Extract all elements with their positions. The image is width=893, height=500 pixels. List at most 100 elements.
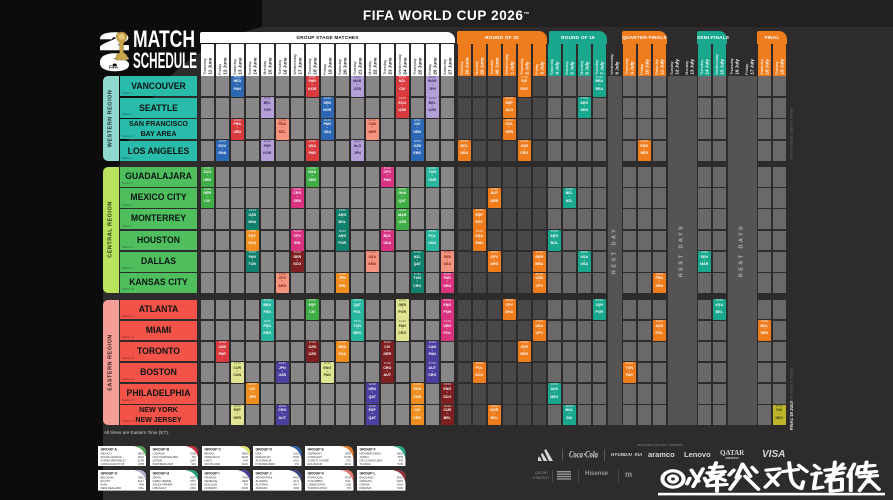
svg-text:GROUP B: GROUP B (152, 447, 169, 451)
svg-text:CABO VERDE: CABO VERDE (152, 479, 171, 483)
svg-text:GHA: GHA (397, 483, 403, 487)
svg-text:IRAN: IRAN (100, 483, 107, 487)
svg-text:PANAMA: PANAMA (360, 486, 372, 490)
svg-text:FIFA: FIFA (109, 65, 118, 70)
svg-text:AUS: AUS (293, 458, 299, 462)
svg-text:GROUP F: GROUP F (360, 447, 377, 451)
svg-text:URU: URU (189, 486, 195, 490)
svg-text:KOR: KOR (137, 458, 143, 462)
svg-text:URUGUAY: URUGUAY (152, 486, 166, 490)
svg-text:PO: PO (399, 458, 404, 462)
svg-text:GROUP K: GROUP K (308, 472, 325, 476)
svg-text:KSA: KSA (190, 483, 196, 487)
svg-text:CRO: CRO (397, 479, 404, 483)
svg-text:CURACAO: CURACAO (308, 455, 323, 459)
svg-text:GROUP A: GROUP A (100, 447, 117, 451)
svg-text:PORTUGAL: PORTUGAL (308, 476, 324, 480)
svg-text:USA: USA (256, 451, 262, 455)
svg-text:SWITZERLAND: SWITZERLAND (152, 462, 173, 466)
svg-text:GROUP J: GROUP J (256, 472, 272, 476)
svg-text:SCHEDULE: SCHEDULE (133, 48, 197, 73)
svg-text:PO: PO (295, 462, 300, 466)
svg-text:DR CONGO/JAM: DR CONGO/JAM (360, 458, 383, 462)
svg-text:ITALY/NIR/WAL/BIH: ITALY/NIR/WAL/BIH (152, 455, 178, 459)
svg-text:COL: COL (345, 479, 351, 483)
svg-text:SOUTH AFRICA: SOUTH AFRICA (100, 455, 121, 459)
svg-text:ECU: ECU (345, 462, 351, 466)
svg-text:PARAGUAY: PARAGUAY (256, 455, 272, 459)
svg-text:EGYPT: EGYPT (100, 479, 110, 483)
svg-text:NORWAY: NORWAY (204, 486, 217, 490)
svg-text:CANADA: CANADA (152, 451, 164, 455)
svg-text:ENG: ENG (397, 476, 404, 480)
svg-text:ENGLAND: ENGLAND (360, 476, 374, 480)
svg-text:ECUADOR: ECUADOR (308, 462, 322, 466)
svg-text:EGY: EGY (138, 479, 144, 483)
svg-text:SCO: SCO (241, 462, 248, 466)
svg-text:AUSTRIA: AUSTRIA (256, 483, 269, 487)
svg-text:GROUP D: GROUP D (256, 447, 273, 451)
svg-text:BELGIUM: BELGIUM (100, 476, 114, 480)
svg-text:JORDAN: JORDAN (256, 486, 268, 490)
svg-text:ITA: ITA (191, 455, 195, 459)
svg-text:AUT: AUT (294, 483, 300, 487)
svg-text:SPAIN: SPAIN (152, 476, 160, 480)
svg-text:GROUP E: GROUP E (308, 447, 325, 451)
svg-text:USA: USA (293, 451, 299, 455)
svg-text:NEW ZEALAND: NEW ZEALAND (100, 486, 121, 490)
svg-text:FRANCE: FRANCE (204, 476, 216, 480)
svg-text:CUW: CUW (344, 455, 351, 459)
svg-text:MEXICO: MEXICO (100, 451, 112, 455)
svg-text:ALGERIA: ALGERIA (256, 479, 269, 483)
svg-text:UZB: UZB (346, 483, 352, 487)
svg-text:CIV: CIV (346, 458, 351, 462)
svg-text:NZL: NZL (138, 486, 144, 490)
svg-text:BRAZIL: BRAZIL (204, 451, 214, 455)
svg-text:BRA: BRA (242, 451, 248, 455)
svg-text:COLOMBIA: COLOMBIA (308, 479, 323, 483)
svg-text:GROUP L: GROUP L (360, 472, 377, 476)
svg-text:CPB: CPB (138, 462, 144, 466)
svg-text:GROUP G: GROUP G (100, 472, 117, 476)
svg-text:BOL/SUR: BOL/SUR (204, 483, 217, 487)
svg-text:SEN: SEN (242, 479, 248, 483)
svg-text:PO: PO (243, 483, 248, 487)
svg-text:MEX: MEX (137, 451, 143, 455)
svg-text:FRA: FRA (242, 476, 248, 480)
svg-text:JOR: JOR (294, 486, 300, 490)
svg-text:GHANA: GHANA (360, 483, 370, 487)
svg-text:CONCACAF PO B: CONCACAF PO B (100, 462, 124, 466)
svg-text:JAPAN: JAPAN (360, 455, 369, 459)
svg-text:Coca⋅Cola: Coca⋅Cola (569, 450, 598, 460)
svg-text:QAT: QAT (190, 458, 196, 462)
svg-text:CAN: CAN (190, 451, 196, 455)
svg-text:NOR: NOR (241, 486, 247, 490)
svg-text:MAR: MAR (241, 455, 247, 459)
svg-text:CPV: CPV (190, 479, 196, 483)
svg-text:ESP: ESP (190, 476, 196, 480)
svg-text:GROUP H: GROUP H (152, 472, 169, 476)
svg-text:UZBEKISTAN: UZBEKISTAN (308, 483, 326, 487)
svg-text:TUR/ROU/SVK: TUR/ROU/SVK (308, 486, 328, 490)
svg-text:GER: GER (345, 451, 351, 455)
svg-text:CROATIA: CROATIA (360, 479, 373, 483)
svg-text:KOREA REPUBLIC: KOREA REPUBLIC (100, 458, 125, 462)
svg-text:SAUDI ARABIA: SAUDI ARABIA (152, 483, 172, 487)
svg-text:MOROCCO: MOROCCO (204, 455, 220, 459)
svg-text:ARG: ARG (293, 476, 300, 480)
svg-text:TUNISIA: TUNISIA (360, 462, 371, 466)
svg-text:HAITI: HAITI (204, 458, 212, 462)
svg-text:IRN: IRN (139, 483, 144, 487)
svg-text:HAI: HAI (243, 458, 248, 462)
svg-text:SCOTLAND: SCOTLAND (204, 462, 220, 466)
svg-text:NETHERLANDS: NETHERLANDS (360, 451, 381, 455)
svg-text:RSA: RSA (138, 455, 144, 459)
svg-text:COTE D IVOIRE: COTE D IVOIRE (308, 458, 329, 462)
svg-text:SENEGAL: SENEGAL (204, 479, 218, 483)
svg-text:QATAR: QATAR (152, 458, 161, 462)
svg-text:JPN: JPN (398, 455, 403, 459)
svg-text:ALG: ALG (294, 479, 301, 483)
svg-text:PAN: PAN (397, 486, 403, 490)
svg-text:GERMANY: GERMANY (308, 451, 323, 455)
svg-text:TUN: TUN (397, 462, 403, 466)
